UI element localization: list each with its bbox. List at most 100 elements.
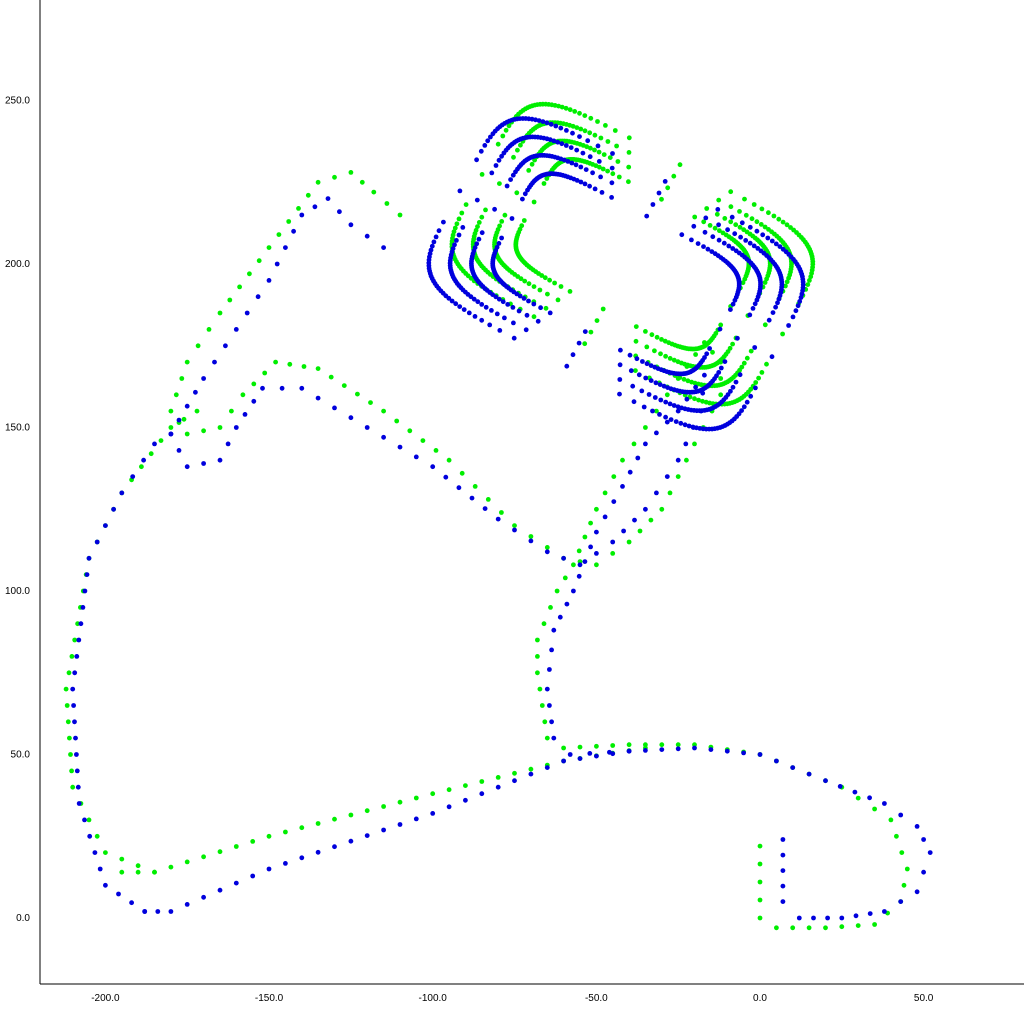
data-point xyxy=(723,359,728,364)
data-point xyxy=(643,376,648,381)
data-point xyxy=(394,419,399,424)
data-point xyxy=(643,329,648,334)
x-tick-label: 50.0 xyxy=(914,993,934,1004)
data-point xyxy=(758,898,763,903)
data-point xyxy=(794,308,799,313)
data-point xyxy=(522,218,527,223)
data-point xyxy=(477,237,482,242)
data-point xyxy=(767,318,772,323)
data-point xyxy=(496,775,501,780)
data-point xyxy=(659,747,664,752)
data-point xyxy=(582,341,587,346)
data-point xyxy=(495,312,500,317)
data-point xyxy=(578,745,583,750)
data-point xyxy=(496,785,501,790)
data-point xyxy=(299,825,304,830)
data-point xyxy=(763,322,768,327)
data-point xyxy=(280,386,285,391)
data-point xyxy=(277,232,282,237)
data-point xyxy=(718,327,723,332)
data-point xyxy=(85,572,90,577)
data-point xyxy=(587,751,592,756)
data-point xyxy=(159,438,164,443)
data-point xyxy=(515,148,520,153)
data-point xyxy=(570,131,575,136)
data-point xyxy=(758,916,763,921)
data-point xyxy=(332,406,337,411)
data-point xyxy=(503,213,508,218)
data-point xyxy=(637,372,642,377)
data-point xyxy=(663,354,668,359)
data-point xyxy=(460,471,465,476)
data-point xyxy=(479,149,484,154)
data-point xyxy=(626,179,631,184)
data-point xyxy=(561,759,566,764)
data-point xyxy=(603,515,608,520)
data-point xyxy=(658,398,663,403)
data-point xyxy=(443,475,448,480)
data-point xyxy=(316,850,321,855)
data-point xyxy=(174,392,179,397)
data-point xyxy=(608,155,613,160)
data-point xyxy=(371,190,376,195)
data-point xyxy=(545,292,550,297)
data-point xyxy=(547,667,552,672)
data-point xyxy=(592,148,597,153)
data-point xyxy=(483,208,488,213)
data-point xyxy=(531,302,536,307)
data-point xyxy=(485,138,490,143)
data-point xyxy=(185,464,190,469)
data-point xyxy=(889,818,894,823)
data-point xyxy=(545,687,550,692)
data-point xyxy=(758,844,763,849)
data-point xyxy=(747,313,752,318)
data-point xyxy=(141,458,146,463)
data-point xyxy=(583,182,588,187)
data-point xyxy=(480,230,485,235)
data-point xyxy=(201,461,206,466)
data-point xyxy=(207,327,212,332)
data-point xyxy=(201,376,206,381)
data-point xyxy=(454,238,459,243)
data-point xyxy=(647,392,652,397)
data-point xyxy=(474,157,479,162)
data-point xyxy=(479,215,484,220)
data-point xyxy=(511,305,516,310)
data-point xyxy=(512,778,517,783)
data-point xyxy=(734,380,739,385)
data-point xyxy=(201,895,206,900)
data-point xyxy=(365,425,370,430)
data-point xyxy=(549,719,554,724)
data-point xyxy=(182,417,187,422)
y-tick-label: 250.0 xyxy=(5,96,30,107)
data-point xyxy=(457,485,462,490)
data-point xyxy=(365,833,370,838)
data-point xyxy=(644,345,649,350)
data-point xyxy=(581,151,586,156)
data-point xyxy=(643,442,648,447)
y-tick-label: 150.0 xyxy=(5,423,30,434)
data-point xyxy=(511,155,516,160)
data-point xyxy=(64,687,69,692)
data-point xyxy=(355,392,360,397)
data-point xyxy=(475,299,480,304)
data-point xyxy=(70,785,75,790)
data-point xyxy=(728,219,733,224)
data-point xyxy=(568,107,573,112)
data-point xyxy=(684,458,689,463)
data-point xyxy=(502,316,507,321)
data-point xyxy=(748,394,753,399)
data-point xyxy=(577,341,582,346)
data-point xyxy=(713,226,718,231)
data-point xyxy=(227,298,232,303)
data-point xyxy=(234,327,239,332)
data-point xyxy=(496,517,501,522)
data-point xyxy=(854,913,859,918)
data-point xyxy=(299,213,304,218)
data-point xyxy=(781,220,786,225)
data-point xyxy=(247,271,252,276)
data-point xyxy=(79,621,84,626)
data-point xyxy=(718,323,723,328)
data-point xyxy=(898,899,903,904)
data-point xyxy=(588,521,593,526)
